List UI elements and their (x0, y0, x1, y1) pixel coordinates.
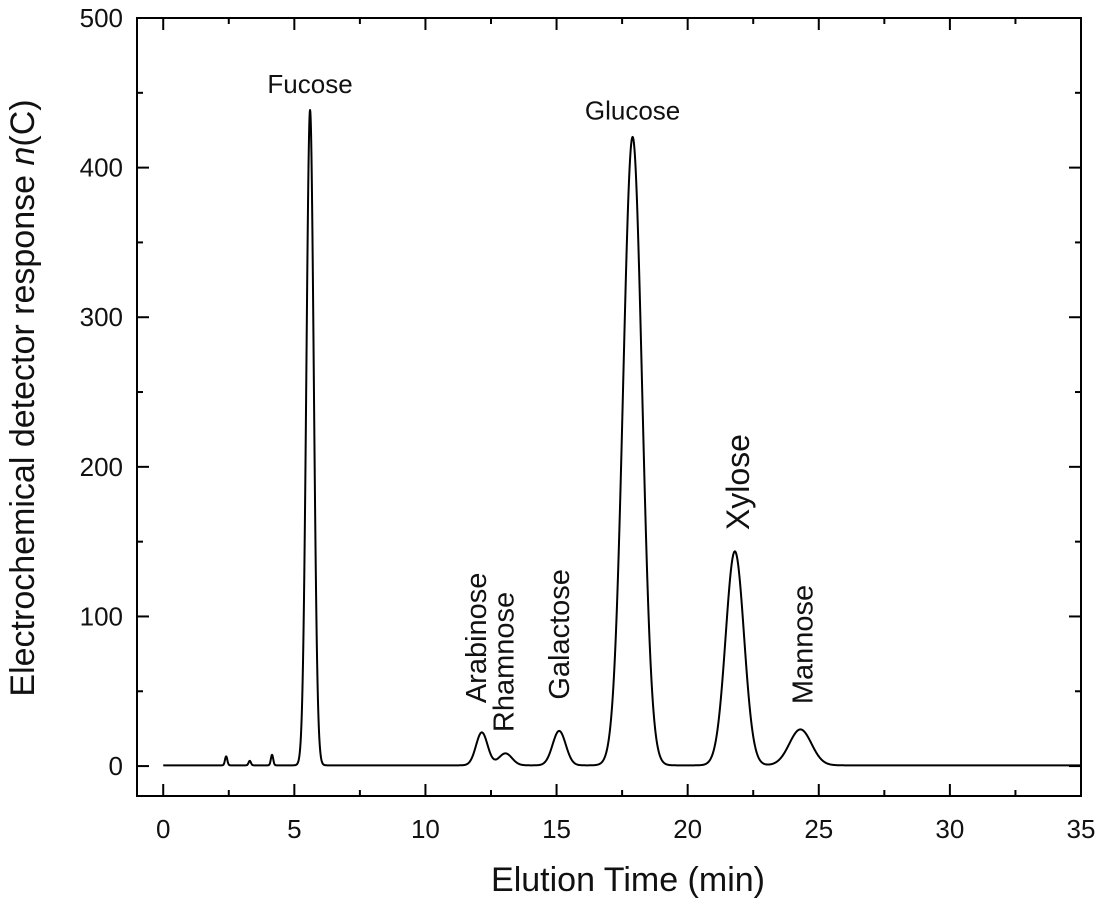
peak-label-xylose: Xylose (720, 434, 756, 530)
y-axis-title-main: Electrochemical detector response (4, 166, 42, 697)
x-tick-label: 10 (411, 814, 440, 844)
peak-label-mannose: Mannose (787, 585, 819, 704)
x-tick-label: 5 (287, 814, 301, 844)
y-tick-label: 100 (80, 601, 123, 631)
x-tick-label: 25 (804, 814, 833, 844)
axis-tick-labels: 0 5 10 15 20 25 30 35 0 100 200 300 400 500 (80, 3, 1096, 844)
x-tick-label: 30 (935, 814, 964, 844)
peak-label-rhamnose: Rhamnose (488, 592, 520, 732)
y-axis-title-unit: (C) (4, 99, 42, 146)
x-tick-label: 35 (1067, 814, 1096, 844)
y-axis-title-italic: n (4, 147, 42, 166)
peak-label-arabinose: Arabinose (461, 573, 493, 704)
peak-label-glucose: Glucose (585, 96, 680, 126)
x-axis-title: Elution Time (min) (491, 861, 765, 899)
plot-frame (136, 17, 1082, 797)
x-tick-label: 20 (673, 814, 702, 844)
chromatogram-trace (162, 109, 1082, 767)
peak-label-galactose: Galactose (544, 569, 576, 700)
y-tick-label: 200 (80, 452, 123, 482)
axis-ticks (137, 17, 1082, 796)
x-tick-label: 0 (156, 814, 170, 844)
y-axis-title: Electrochemical detector response n(C) (4, 99, 42, 696)
y-tick-label: 0 (109, 751, 123, 781)
x-tick-label: 15 (542, 814, 571, 844)
y-tick-label: 500 (80, 3, 123, 33)
y-tick-label: 400 (80, 153, 123, 183)
peak-label-fucose: Fucose (267, 69, 352, 99)
y-tick-label: 300 (80, 302, 123, 332)
